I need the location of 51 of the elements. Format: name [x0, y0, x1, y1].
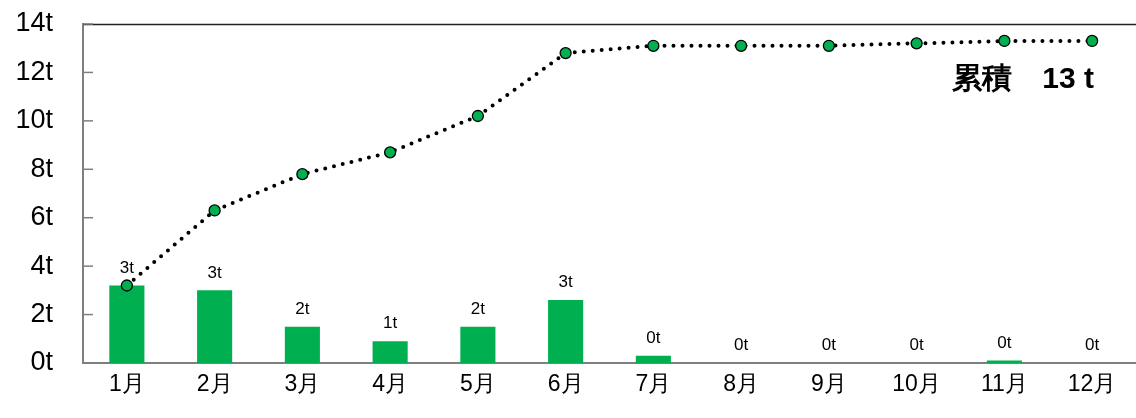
x-tick-label: 8月 [723, 370, 760, 397]
x-tick-label: 4月 [372, 370, 409, 397]
x-tick-label: 9月 [810, 370, 847, 397]
data-label: 2t [470, 298, 486, 318]
bar [635, 355, 671, 363]
y-tick-label: 12t [15, 55, 54, 86]
point [910, 37, 923, 50]
point [998, 34, 1011, 48]
data-label: 1t [383, 313, 398, 333]
y-tick-label: 6t [30, 201, 54, 232]
point [471, 109, 485, 123]
data-label: 0t [909, 335, 924, 355]
x-tick-label: 1月 [108, 370, 145, 397]
x-tick-label: 3月 [284, 370, 321, 397]
y-tick-label: 2t [30, 298, 54, 329]
x-tick-label: 7月 [635, 370, 672, 397]
point [647, 39, 660, 52]
y-tick-label: 10t [15, 104, 54, 135]
bar [197, 290, 233, 363]
data-label: 3t [558, 272, 573, 292]
x-tick-label: 12月 [1067, 370, 1117, 397]
data-label: 3t [119, 257, 135, 277]
x-tick-label: 10月 [892, 370, 941, 397]
point [208, 204, 221, 217]
x-tick-label: 5月 [459, 370, 496, 397]
point [383, 146, 397, 159]
data-label: 2t [295, 298, 310, 318]
bar [460, 326, 496, 363]
data-label: 0t [734, 335, 749, 355]
x-tick-label: 2月 [196, 370, 233, 397]
point [822, 39, 836, 52]
point [559, 46, 572, 60]
y-tick-label: 0t [30, 346, 54, 377]
annotation: 累積 13 t [951, 61, 1094, 95]
bar [372, 341, 408, 363]
data-label: 0t [821, 335, 837, 355]
x-tick-label: 6月 [547, 370, 584, 397]
x-tick-label: 11月 [980, 370, 1028, 397]
point [120, 279, 134, 292]
point [1085, 34, 1099, 48]
point [296, 167, 309, 181]
y-tick-label: 8t [30, 152, 54, 183]
data-label: 0t [646, 327, 661, 347]
data-label: 0t [1085, 335, 1100, 355]
y-tick-label: 4t [30, 249, 54, 280]
point [734, 39, 748, 52]
data-label: 3t [207, 262, 222, 282]
y-tick-label: 14t [15, 7, 54, 38]
bar [284, 326, 320, 363]
bar [548, 300, 584, 363]
data-label: 0t [997, 332, 1012, 352]
